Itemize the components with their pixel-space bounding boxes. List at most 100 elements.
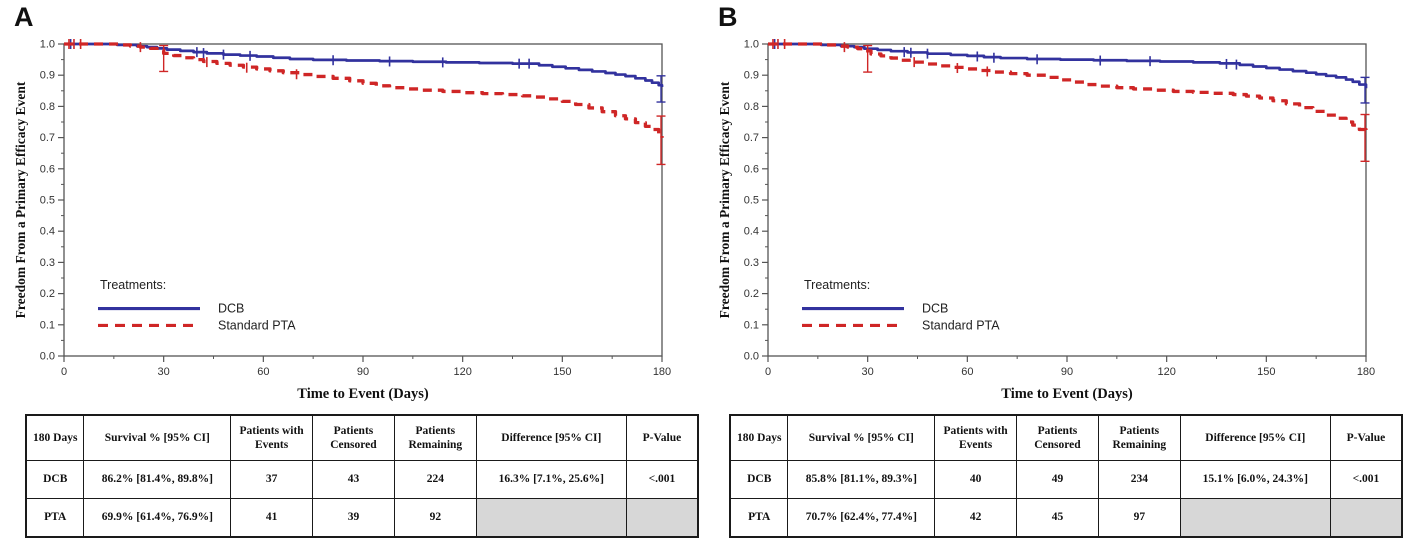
table-header-cell: Patients Censored bbox=[312, 414, 395, 461]
y-axis: 0.0 0.1 0.2 0.3 0.4 0.5 0.6 0.7 0.8 0.9 1.0 bbox=[40, 39, 64, 363]
table-header-cell: Patients Remaining bbox=[1097, 414, 1181, 461]
x-tick-label: 30 bbox=[862, 366, 874, 378]
series-dcb bbox=[64, 42, 664, 88]
panel-b: B 0.0 0.1 0.2 0.3 0.4 0.5 0.6 0.7 0.8 0.9 1.0 0 30 60… bbox=[704, 0, 1408, 545]
table-cell: PTA bbox=[25, 498, 85, 538]
table-header-cell: Difference [95% CI] bbox=[475, 414, 627, 461]
x-tick-label: 60 bbox=[257, 366, 269, 378]
table-header-cell: 180 Days bbox=[729, 414, 789, 461]
results-table-b: 180 Days Survival % [95% CI] Patients with… bbox=[729, 414, 1403, 538]
table-header-cell: Patients with Events bbox=[934, 414, 1018, 461]
table-header-cell: Difference [95% CI] bbox=[1179, 414, 1331, 461]
table-cell bbox=[1329, 498, 1403, 538]
x-tick-label: 90 bbox=[1061, 366, 1073, 378]
censor-marks-standard-pta bbox=[772, 39, 989, 77]
y-tick-label: 0.4 bbox=[744, 226, 759, 238]
table-header-cell: P-Value bbox=[625, 414, 699, 461]
y-tick-label: 0.7 bbox=[744, 132, 759, 144]
y-tick-label: 0.5 bbox=[40, 195, 55, 207]
table-cell: 86.2% [81.4%, 89.8%] bbox=[83, 460, 232, 499]
x-tick-label: 180 bbox=[653, 366, 671, 378]
table-cell bbox=[475, 498, 627, 538]
x-axis-title: Time to Event (Days) bbox=[297, 386, 429, 402]
error-bars-dcb bbox=[1360, 76, 1370, 104]
y-tick-label: 0.1 bbox=[744, 319, 759, 331]
table-cell: 39 bbox=[312, 498, 395, 538]
y-axis-title: Freedom From a Primary Efficacy Event bbox=[13, 81, 28, 318]
table-cell bbox=[625, 498, 699, 538]
table-cell: 85.8% [81.1%, 89.3%] bbox=[787, 460, 936, 499]
legend-title: Treatments: bbox=[804, 278, 870, 292]
error-bars-dcb bbox=[656, 75, 666, 103]
table-row: DCB 85.8% [81.1%, 89.3%] 40 49 234 15.1% [6.0… bbox=[729, 460, 1403, 499]
panel-a: A 0.0 0.1 0.2 0.3 0.4 0.5 0.6 0.7 0.8 0.9 1.0 0 30 60… bbox=[0, 0, 704, 545]
series-standard-pta bbox=[64, 42, 664, 138]
y-tick-label: 0.2 bbox=[744, 288, 759, 300]
legend-label: Standard PTA bbox=[922, 318, 1000, 332]
censor-marks-dcb bbox=[773, 39, 1238, 70]
series-standard-pta bbox=[768, 42, 1368, 136]
legend-label: Standard PTA bbox=[218, 318, 296, 332]
error-bars-standard-pta bbox=[863, 44, 1370, 163]
table-header-cell: 180 Days bbox=[25, 414, 85, 461]
y-tick-label: 0.8 bbox=[40, 101, 55, 113]
x-axis: 0 30 60 90 120 150 180 bbox=[765, 356, 1375, 378]
y-tick-label: 0.3 bbox=[744, 257, 759, 269]
km-chart-b: 0.0 0.1 0.2 0.3 0.4 0.5 0.6 0.7 0.8 0.9 1.0 0 30 60 90… bbox=[717, 39, 1375, 403]
y-tick-label: 0.3 bbox=[40, 257, 55, 269]
table-cell: 41 bbox=[230, 498, 314, 538]
x-tick-label: 0 bbox=[765, 366, 771, 378]
table-header-cell: Survival % [95% CI] bbox=[83, 414, 232, 461]
results-table-a: 180 Days Survival % [95% CI] Patients with… bbox=[25, 414, 699, 538]
km-chart-a: 0.0 0.1 0.2 0.3 0.4 0.5 0.6 0.7 0.8 0.9 1.0 0 30 60 90… bbox=[13, 39, 671, 403]
table-header-row: 180 Days Survival % [95% CI] Patients with… bbox=[729, 414, 1403, 461]
table-cell: 92 bbox=[393, 498, 477, 538]
x-tick-label: 90 bbox=[357, 366, 369, 378]
table-cell: 42 bbox=[934, 498, 1018, 538]
table-header-cell: Patients Censored bbox=[1016, 414, 1099, 461]
table-cell: DCB bbox=[729, 460, 789, 499]
y-tick-label: 0.5 bbox=[744, 195, 759, 207]
table-cell: 37 bbox=[230, 460, 314, 499]
x-tick-label: 0 bbox=[61, 366, 67, 378]
y-tick-label: 0.9 bbox=[744, 70, 759, 82]
x-tick-label: 180 bbox=[1357, 366, 1375, 378]
table-cell: 45 bbox=[1016, 498, 1099, 538]
table-cell: 15.1% [6.0%, 24.3%] bbox=[1179, 460, 1331, 499]
y-tick-label: 0.2 bbox=[40, 288, 55, 300]
series-dcb bbox=[768, 42, 1368, 89]
table-header-cell: Survival % [95% CI] bbox=[787, 414, 936, 461]
table-cell: 16.3% [7.1%, 25.6%] bbox=[475, 460, 627, 499]
table-cell: <.001 bbox=[1329, 460, 1403, 499]
y-tick-label: 0.0 bbox=[744, 351, 759, 363]
table-row: PTA 70.7% [62.4%, 77.4%] 42 45 97 bbox=[729, 498, 1403, 538]
table-cell: 40 bbox=[934, 460, 1018, 499]
table-cell: 224 bbox=[393, 460, 477, 499]
table-cell: PTA bbox=[729, 498, 789, 538]
y-tick-label: 0.4 bbox=[40, 226, 55, 238]
table-header-cell: Patients Remaining bbox=[393, 414, 477, 461]
censor-marks-standard-pta bbox=[68, 39, 298, 80]
table-row: PTA 69.9% [61.4%, 76.9%] 41 39 92 bbox=[25, 498, 699, 538]
y-axis: 0.0 0.1 0.2 0.3 0.4 0.5 0.6 0.7 0.8 0.9 1.0 bbox=[744, 39, 768, 363]
table-cell: 97 bbox=[1097, 498, 1181, 538]
y-tick-label: 0.7 bbox=[40, 132, 55, 144]
error-bars-standard-pta bbox=[159, 44, 666, 166]
table-cell: <.001 bbox=[625, 460, 699, 499]
y-tick-label: 0.6 bbox=[744, 163, 759, 175]
y-axis-title: Freedom From a Primary Efficacy Event bbox=[717, 81, 732, 318]
x-tick-label: 60 bbox=[961, 366, 973, 378]
x-tick-label: 120 bbox=[453, 366, 471, 378]
y-tick-label: 0.8 bbox=[744, 101, 759, 113]
panel-a-label: A bbox=[14, 2, 34, 32]
table-cell bbox=[1179, 498, 1331, 538]
panel-b-chart-wrap: 0.0 0.1 0.2 0.3 0.4 0.5 0.6 0.7 0.8 0.9 1.0 0 30 60 90… bbox=[716, 28, 1402, 408]
legend-label: DCB bbox=[922, 302, 948, 316]
y-tick-label: 1.0 bbox=[744, 39, 759, 51]
legend-title: Treatments: bbox=[100, 278, 166, 292]
table-cell: 49 bbox=[1016, 460, 1099, 499]
table-cell: 70.7% [62.4%, 77.4%] bbox=[787, 498, 936, 538]
x-tick-label: 30 bbox=[158, 366, 170, 378]
panel-a-chart-wrap: 0.0 0.1 0.2 0.3 0.4 0.5 0.6 0.7 0.8 0.9 1.0 0 30 60 90… bbox=[12, 28, 698, 408]
table-cell: 43 bbox=[312, 460, 395, 499]
